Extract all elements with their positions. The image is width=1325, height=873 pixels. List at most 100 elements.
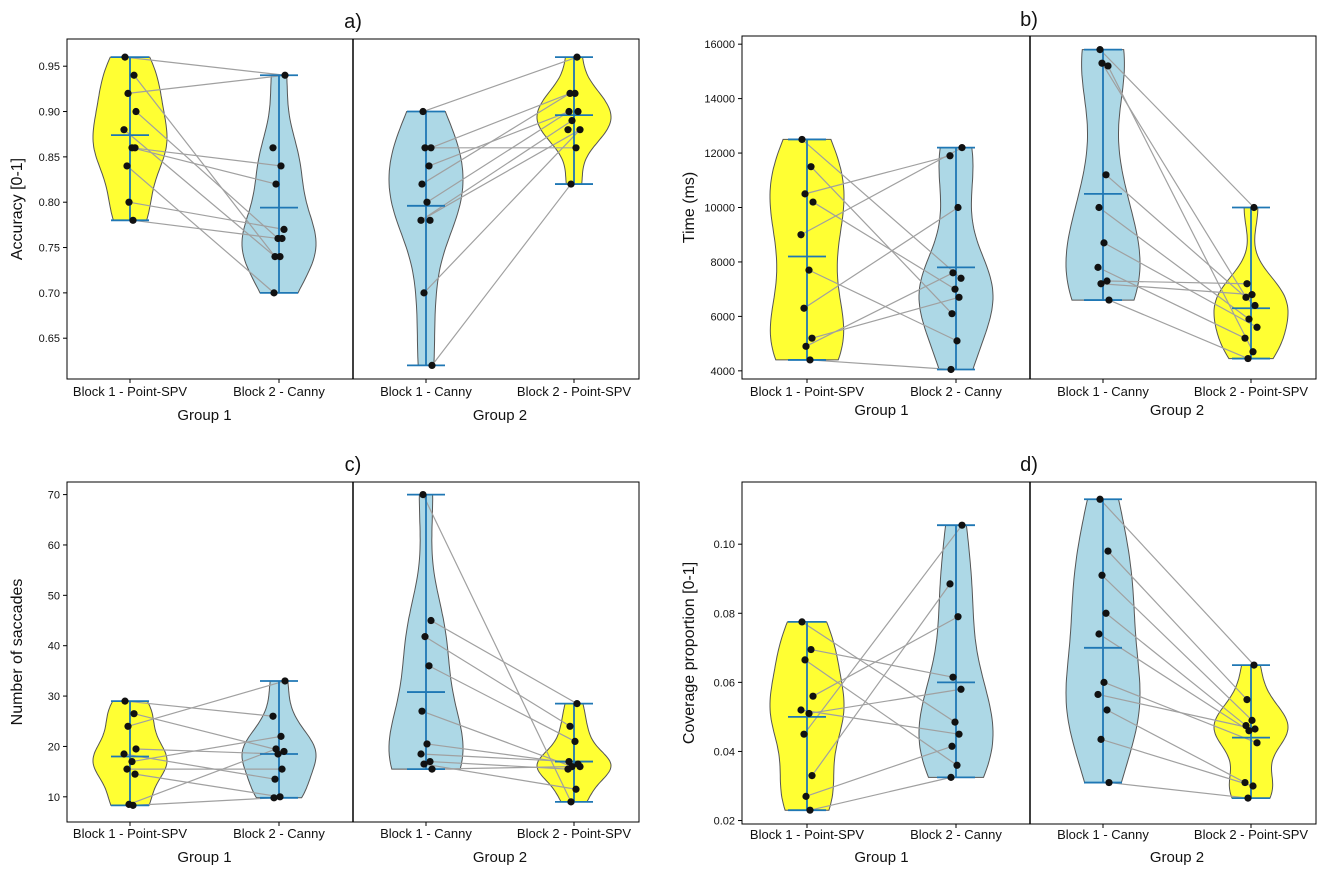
data-point [132, 107, 140, 116]
data-point [1103, 706, 1111, 714]
data-point [123, 162, 131, 170]
data-point [1243, 696, 1251, 704]
data-point [421, 633, 429, 641]
pair-line [1108, 781, 1249, 799]
data-point [947, 773, 955, 781]
data-point [425, 662, 433, 670]
pair-line [803, 524, 963, 735]
data-point [270, 289, 278, 297]
y-tick-label: 10 [48, 792, 60, 804]
data-point [130, 710, 138, 718]
data-point [271, 775, 279, 783]
pair-line [424, 636, 571, 727]
pair-line [1097, 693, 1256, 730]
pair-line [1103, 242, 1258, 328]
data-point [949, 673, 957, 681]
x-tick-label: Block 2 - Canny [910, 384, 1002, 399]
data-point [1094, 263, 1102, 271]
pair-lines [800, 498, 1258, 811]
data-point [574, 107, 582, 116]
data-point [576, 762, 584, 771]
violins [769, 498, 1289, 811]
y-tick-label: 14000 [704, 94, 735, 106]
violins [92, 494, 612, 806]
data-point [1250, 661, 1258, 669]
pair-line [422, 56, 578, 113]
y-tick-label: 4000 [711, 366, 735, 378]
data-point [797, 706, 805, 714]
data-point [129, 216, 137, 224]
data-point [418, 707, 426, 715]
y-tick-label: 60 [48, 540, 60, 552]
data-point [566, 89, 574, 97]
data-point [1096, 495, 1104, 503]
y-tick-label: 0.02 [714, 816, 735, 828]
data-point [428, 361, 436, 369]
data-point [567, 798, 575, 806]
data-point [121, 697, 129, 705]
pair-line [805, 745, 953, 797]
data-point [420, 289, 428, 297]
pair-line [128, 201, 285, 230]
data-point [955, 293, 963, 301]
y-tick-label: 0.80 [39, 197, 60, 209]
data-point [1104, 547, 1112, 555]
data-point [953, 761, 961, 769]
data-point [1096, 46, 1104, 54]
y-axis-label: Time (ms) [681, 172, 698, 243]
violins [92, 56, 612, 366]
y-tick-label: 30 [48, 691, 60, 703]
stat-lines [788, 48, 1270, 371]
x-tick-label: Block 2 - Canny [233, 826, 325, 841]
data-points [797, 46, 1261, 374]
panel-a: a) Accuracy [0-1] 0.65 0.70 0.75 0.80 0.85 0.90… [9, 11, 640, 424]
pair-line [421, 710, 573, 768]
data-point [277, 732, 285, 740]
data-point [809, 198, 817, 206]
pair-line [809, 359, 952, 371]
data-point [277, 162, 285, 170]
data-point [1095, 630, 1103, 638]
data-points [120, 53, 584, 369]
y-tick-label: 0.85 [39, 152, 60, 164]
data-point [573, 53, 581, 61]
data-point [1100, 678, 1108, 686]
pair-line [134, 773, 281, 798]
y-tick-label: 0.75 [39, 243, 60, 255]
pair-lines [123, 494, 579, 806]
data-point [567, 180, 575, 188]
pair-line [421, 92, 571, 185]
y-tick-label: 0.70 [39, 288, 60, 300]
data-points [120, 490, 584, 809]
y-tick-label: 0.65 [39, 333, 60, 345]
pair-line [131, 147, 277, 185]
data-point [129, 801, 137, 809]
data-point [948, 310, 956, 318]
data-point [121, 53, 129, 61]
pair-line [1107, 550, 1248, 701]
data-point [948, 742, 956, 750]
data-point [572, 785, 580, 793]
pair-line [804, 659, 958, 766]
x-tick-label: Block 2 - Canny [910, 827, 1002, 842]
data-point [426, 216, 434, 224]
data-point [1105, 778, 1113, 787]
data-point [809, 692, 817, 700]
panel-title: a) [344, 11, 362, 33]
y-tick-label: 40 [48, 641, 60, 653]
panel-title: b) [1020, 9, 1038, 31]
plot-frame [741, 481, 1317, 825]
data-point [120, 750, 128, 758]
panel-title: c) [345, 454, 362, 476]
data-point [946, 152, 954, 160]
data-point [132, 745, 140, 753]
data-point [949, 269, 957, 277]
group-label: Group 1 [854, 849, 908, 866]
group-label: Group 1 [854, 402, 908, 419]
y-tick-label: 0.90 [39, 107, 60, 119]
data-point [808, 334, 816, 342]
data-point [426, 757, 434, 766]
group-label: Group 2 [1150, 849, 1204, 866]
panel-d: d) Coverage proportion [0-1] 0.02 0.04 0.06 0… [681, 454, 1317, 866]
